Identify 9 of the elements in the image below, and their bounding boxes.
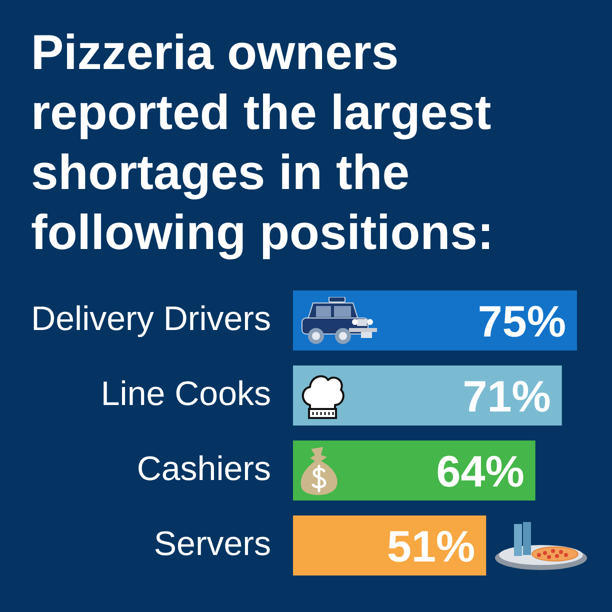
y-tick-label: Line Cooks <box>100 374 271 413</box>
data-label: 71% <box>462 372 551 422</box>
data-label: 75% <box>478 298 566 346</box>
y-tick-label: Cashiers <box>136 450 271 488</box>
data-label: 64% <box>436 448 524 496</box>
data-label: 51% <box>387 522 476 572</box>
y-tick-label: Servers <box>154 524 271 563</box>
chart-title: Pizzeria owners reported the largest shortages in the following positions: <box>31 25 495 262</box>
y-tick-label: Delivery Drivers <box>31 300 271 338</box>
